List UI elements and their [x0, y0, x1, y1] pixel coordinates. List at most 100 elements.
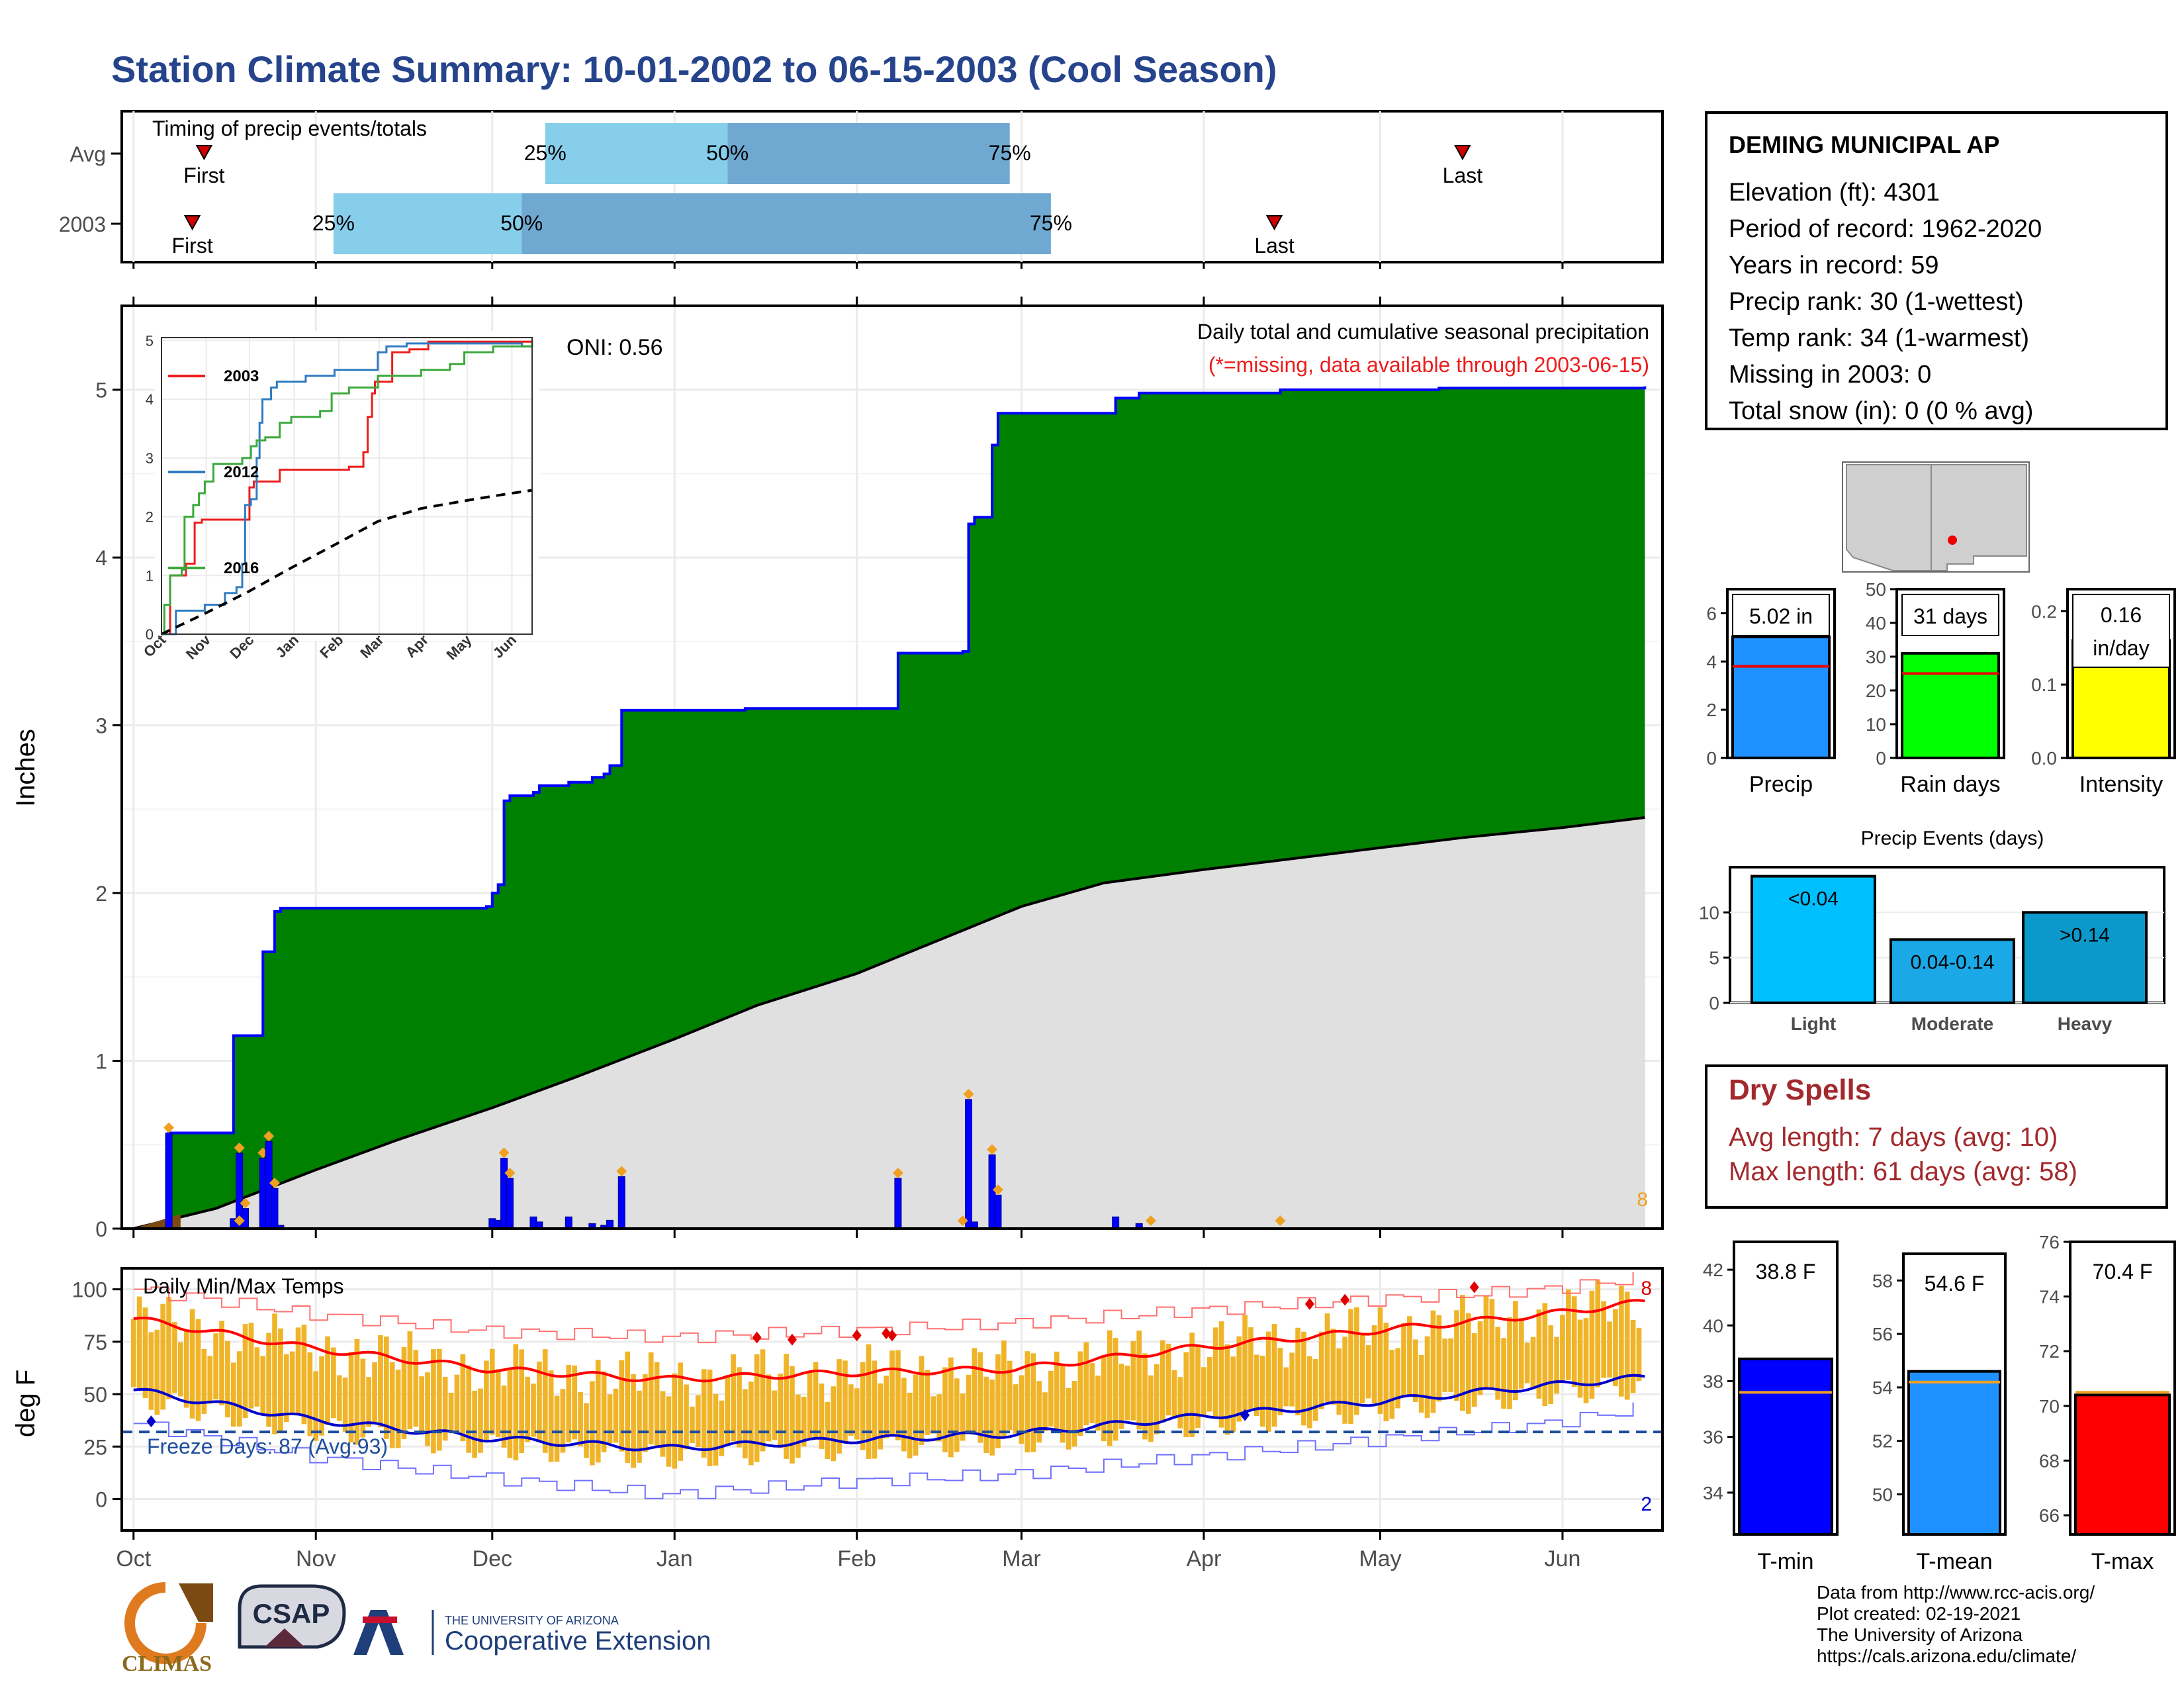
- temp-range-bar: [919, 1356, 925, 1445]
- temp-range-bar: [495, 1369, 501, 1438]
- temp-range-bar: [436, 1348, 442, 1451]
- temp-range-bar: [954, 1378, 960, 1452]
- station-period: Period of record: 1962-2020: [1729, 215, 2042, 243]
- map-station-dot: [1948, 536, 1957, 545]
- cumulative-2003-line: [133, 386, 1647, 1230]
- record-low-marker: [146, 1415, 156, 1428]
- temp-range-bar: [819, 1383, 825, 1449]
- temp-range-bar: [907, 1392, 913, 1459]
- temp-range-bar: [1424, 1336, 1430, 1418]
- precip-total-y-tick-label: 0: [1706, 748, 1717, 769]
- main-y-tick-label: 1: [95, 1050, 107, 1074]
- daily-precip-marker: [263, 1131, 275, 1142]
- temp-range-bar: [1201, 1367, 1206, 1417]
- daily-precip-marker: [987, 1144, 998, 1155]
- precip-events-chart: Precip Events (days) 0 5 10 <0.04 Light 0.04-0…: [1699, 827, 2165, 1034]
- temp-range-bar: [554, 1395, 560, 1462]
- temp-range-bar: [1218, 1321, 1224, 1428]
- daily-precip-bar: [617, 1176, 625, 1229]
- temp-range-bar: [589, 1381, 595, 1466]
- temp-range-bar: [1007, 1360, 1013, 1430]
- temp-range-bar: [289, 1351, 295, 1414]
- precip-total-label-box: [1901, 594, 1999, 636]
- precip-total-y-tick-label: 10: [1866, 714, 1886, 735]
- temp-range-bar: [1307, 1356, 1312, 1429]
- temp-summary-label: 54.6 F: [1925, 1272, 1985, 1295]
- credit-data-source: Data from http://www.rcc-acis.org/: [1817, 1582, 2095, 1603]
- station-snow: Total snow (in): 0 (0 % avg): [1729, 397, 2034, 425]
- temp-range-bar: [172, 1322, 177, 1393]
- temp-range-bar: [1624, 1291, 1630, 1400]
- temp-range-bar: [360, 1358, 366, 1438]
- precip-total-category: Precip: [1749, 772, 1813, 797]
- temp-summary-y-tick-label: 74: [2039, 1287, 2060, 1307]
- trace-marker: [234, 1215, 245, 1226]
- temp-range-bar: [1160, 1340, 1165, 1423]
- temp-range-bar: [189, 1309, 195, 1419]
- temp-range-bar: [1042, 1392, 1048, 1431]
- temp-range-bar: [1148, 1375, 1154, 1442]
- temp-y-tick-label: 100: [72, 1278, 107, 1302]
- timing-p50-label: 50%: [706, 141, 749, 165]
- temp-x-tick-label: Jan: [657, 1546, 693, 1571]
- temp-range-bar: [1107, 1330, 1113, 1446]
- temp-range-bar: [983, 1376, 989, 1453]
- precip-events-y-tick-label: 5: [1709, 948, 1719, 968]
- logos: CLIMAS CSAP THE UNIVERSITY OF ARIZONACoope…: [120, 1582, 711, 1676]
- temp-range-bar: [1395, 1348, 1400, 1409]
- temp-range-bar: [160, 1303, 166, 1410]
- temp-range-bar: [801, 1397, 807, 1447]
- temp-range-bar: [378, 1335, 383, 1428]
- precip-total-y-tick-label: 30: [1866, 647, 1886, 667]
- temp-range-bar: [519, 1349, 525, 1453]
- temp-range-bar: [784, 1354, 789, 1459]
- avg-tmin-line: [133, 1374, 1645, 1452]
- temp-range-bar: [1442, 1338, 1448, 1393]
- temp-range-bar: [825, 1401, 831, 1459]
- temp-range-bar: [254, 1347, 260, 1407]
- temp-range-bar: [478, 1388, 483, 1453]
- temp-range-bar: [501, 1385, 507, 1448]
- temp-range-bar: [1530, 1336, 1536, 1388]
- temp-range-bar: [1030, 1353, 1036, 1452]
- temp-range-bar: [731, 1354, 736, 1442]
- main-y-tick-label: 3: [95, 714, 107, 738]
- dry-spells-box: Dry Spells Avg length: 7 days (avg: 10) …: [1705, 1064, 2168, 1209]
- temp-range-bar: [301, 1325, 307, 1425]
- freeze-days-label: Freeze Days: 87 (Avg:93): [147, 1434, 388, 1458]
- temp-range-bar: [195, 1319, 201, 1421]
- temp-range-bar: [354, 1338, 360, 1445]
- precip-total-bar: [1731, 635, 1831, 760]
- temp-range-bar: [1171, 1370, 1177, 1419]
- temp-range-bar: [642, 1374, 648, 1452]
- precip-total-y-tick-label: 2: [1706, 700, 1717, 720]
- precip-total-y-tick-label: 0.2: [2031, 601, 2057, 622]
- temp-range-bar: [807, 1372, 813, 1438]
- temp-range-bar: [1183, 1352, 1189, 1438]
- temp-range-bar: [1589, 1290, 1595, 1399]
- temp-range-bar: [1242, 1315, 1248, 1411]
- inset-legend-label: 2003: [224, 367, 259, 385]
- credit-plot-created: Plot created: 02-19-2021: [1817, 1603, 2021, 1624]
- temp-range-bar: [1377, 1307, 1383, 1415]
- temp-range-bar: [1501, 1338, 1506, 1409]
- temp-range-bar: [1436, 1315, 1442, 1402]
- temp-range-bar: [995, 1354, 1001, 1448]
- temp-range-bar: [595, 1360, 601, 1463]
- temp-range-bar: [366, 1377, 372, 1427]
- temp-range-bar: [1518, 1317, 1524, 1389]
- temp-range-bar: [1318, 1331, 1324, 1409]
- temp-range-bar: [1289, 1352, 1295, 1407]
- trace-marker: [1275, 1215, 1286, 1226]
- temp-range-bar: [1089, 1363, 1095, 1423]
- temp-range-bar: [266, 1333, 271, 1427]
- daily-precip-bar: [565, 1216, 572, 1229]
- temp-range-bar: [872, 1360, 878, 1459]
- temp-range-bar: [837, 1359, 842, 1454]
- temp-range-bar: [613, 1388, 619, 1443]
- temp-range-bar: [525, 1376, 530, 1442]
- temp-range-bar: [619, 1360, 625, 1452]
- temp-range-bar: [1407, 1316, 1412, 1395]
- temp-range-bar: [342, 1377, 348, 1432]
- daily-precip-marker: [616, 1166, 627, 1177]
